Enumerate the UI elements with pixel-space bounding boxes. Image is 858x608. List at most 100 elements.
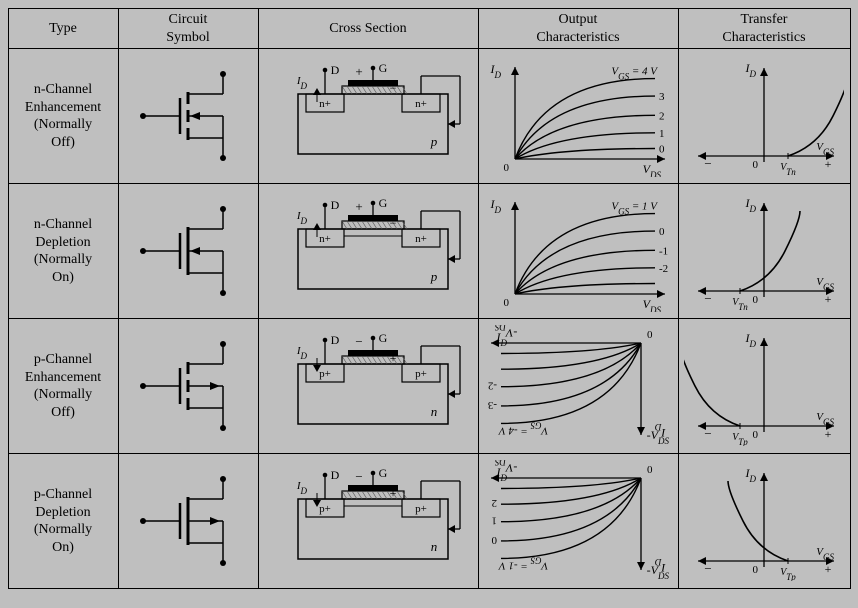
svg-text:ID: ID: [745, 61, 757, 79]
svg-text:+: +: [355, 199, 362, 214]
svg-text:0: 0: [504, 162, 510, 174]
svg-text:G: G: [379, 466, 388, 480]
svg-text:ID: ID: [296, 210, 308, 226]
svg-text:VTp: VTp: [780, 567, 796, 581]
svg-text:n+: n+: [415, 233, 427, 245]
type-cell: n-ChannelDepletion(NormallyOn): [8, 184, 118, 319]
svg-text:0: 0: [753, 159, 759, 171]
svg-text:ID: ID: [490, 62, 502, 80]
svg-text:D: D: [331, 63, 340, 77]
output-cell: IDVDS0VGS = 1 V0-1-2: [478, 184, 678, 319]
svg-text:−: −: [704, 291, 711, 306]
svg-text:D: D: [331, 468, 340, 482]
svg-text:ID: ID: [296, 480, 308, 496]
output-cell: ID-VDS0VGS = -1 V012ID-VDS: [478, 454, 678, 589]
output-cell: ID-VDS0VGS = -4 V-3-2ID-VDS: [478, 319, 678, 454]
svg-text:0: 0: [659, 226, 665, 238]
svg-text:p+: p+: [415, 503, 427, 515]
svg-text:ID: ID: [296, 345, 308, 361]
output-cell: IDVDS0VGS = 4 V3210: [478, 49, 678, 184]
svg-text:+: +: [825, 157, 832, 171]
table-row: p-ChannelEnhancement(NormallyOff)p+p+nDI…: [8, 319, 850, 454]
svg-text:−: −: [704, 561, 711, 576]
svg-text:0: 0: [753, 564, 759, 576]
svg-text:-2: -2: [659, 263, 668, 275]
svg-text:n+: n+: [319, 98, 331, 110]
svg-text:ID: ID: [296, 75, 308, 91]
svg-text:0: 0: [753, 429, 759, 441]
svg-text:VGS: VGS: [816, 411, 834, 427]
svg-text:G: G: [379, 196, 388, 210]
svg-text:n+: n+: [415, 98, 427, 110]
svg-text:2: 2: [492, 497, 498, 509]
svg-text:1: 1: [659, 128, 665, 140]
svg-text:G: G: [379, 331, 388, 345]
hdr-cross: Cross Section: [258, 9, 478, 49]
svg-text:0: 0: [647, 328, 653, 340]
type-cell: n-ChannelEnhancement(NormallyOff): [8, 49, 118, 184]
svg-text:0: 0: [647, 463, 653, 475]
svg-text:p: p: [430, 134, 438, 149]
svg-text:0: 0: [491, 534, 497, 546]
transfer-cell: ID VGS 0 − + VTn: [678, 184, 850, 319]
svg-text:VDS: VDS: [643, 297, 662, 312]
svg-text:ID: ID: [745, 196, 757, 214]
svg-text:-1: -1: [659, 245, 668, 257]
svg-text:0: 0: [753, 294, 759, 306]
svg-text:2: 2: [659, 110, 665, 122]
transfer-cell: IDVGS0−+VTp: [678, 454, 850, 589]
svg-text:VTp: VTp: [732, 432, 748, 446]
svg-text:0: 0: [504, 297, 510, 309]
symbol-cell: [118, 49, 258, 184]
cross-section-cell: n+n+pDIDG+−: [258, 184, 478, 319]
svg-text:n+: n+: [319, 233, 331, 245]
type-cell: p-ChannelEnhancement(NormallyOff): [8, 319, 118, 454]
svg-text:−: −: [704, 426, 711, 441]
table-row: n-ChannelEnhancement(NormallyOff) n+ n+ p D I…: [8, 49, 850, 184]
svg-text:p: p: [430, 269, 438, 284]
svg-text:D: D: [331, 333, 340, 347]
svg-text:VTn: VTn: [780, 162, 796, 176]
hdr-type: Type: [8, 9, 118, 49]
cross-section-cell: p+ p+ n D ID G − +: [258, 454, 478, 589]
svg-text:p+: p+: [319, 368, 331, 380]
svg-text:VGS: VGS: [816, 276, 834, 292]
svg-text:+: +: [825, 292, 832, 306]
hdr-transfer: TransferCharacteristics: [678, 9, 850, 49]
transfer-cell: ID VGS 0 − + VTn: [678, 49, 850, 184]
svg-text:−: −: [704, 156, 711, 171]
symbol-cell: [118, 184, 258, 319]
svg-text:-3: -3: [487, 399, 497, 411]
svg-text:ID: ID: [490, 197, 502, 215]
svg-text:0: 0: [659, 144, 665, 156]
svg-text:-2: -2: [488, 380, 497, 392]
svg-text:VTn: VTn: [732, 297, 748, 311]
svg-text:n: n: [431, 539, 438, 554]
svg-text:−: −: [355, 334, 362, 349]
hdr-symbol: CircuitSymbol: [118, 9, 258, 49]
svg-text:VGS: VGS: [816, 546, 834, 562]
cross-section-cell: n+n+pDIDG+−: [258, 49, 478, 184]
svg-text:p+: p+: [415, 368, 427, 380]
svg-text:−: −: [390, 216, 397, 230]
svg-text:VDS: VDS: [643, 162, 662, 177]
table-row: n-ChannelDepletion(NormallyOn)n+n+pDIDG+…: [8, 184, 850, 319]
hdr-output: OutputCharacteristics: [478, 9, 678, 49]
table-row: p-ChannelDepletion(NormallyOn) p+ p+ n D ID G −…: [8, 454, 850, 589]
svg-text:+: +: [390, 351, 397, 365]
symbol-cell: [118, 319, 258, 454]
svg-text:p+: p+: [319, 503, 331, 515]
cross-section-cell: p+p+nDIDG−+: [258, 319, 478, 454]
svg-text:VGS: VGS: [816, 141, 834, 157]
svg-text:−: −: [390, 81, 397, 95]
svg-text:+: +: [390, 486, 397, 500]
svg-text:ID: ID: [745, 331, 757, 349]
svg-text:G: G: [379, 61, 388, 75]
svg-text:1: 1: [492, 515, 498, 527]
symbol-cell: [118, 454, 258, 589]
svg-text:+: +: [825, 427, 832, 441]
type-cell: p-ChannelDepletion(NormallyOn): [8, 454, 118, 589]
svg-text:ID: ID: [745, 466, 757, 484]
svg-text:−: −: [355, 469, 362, 484]
mosfet-table: Type CircuitSymbol Cross Section OutputC…: [8, 8, 851, 589]
